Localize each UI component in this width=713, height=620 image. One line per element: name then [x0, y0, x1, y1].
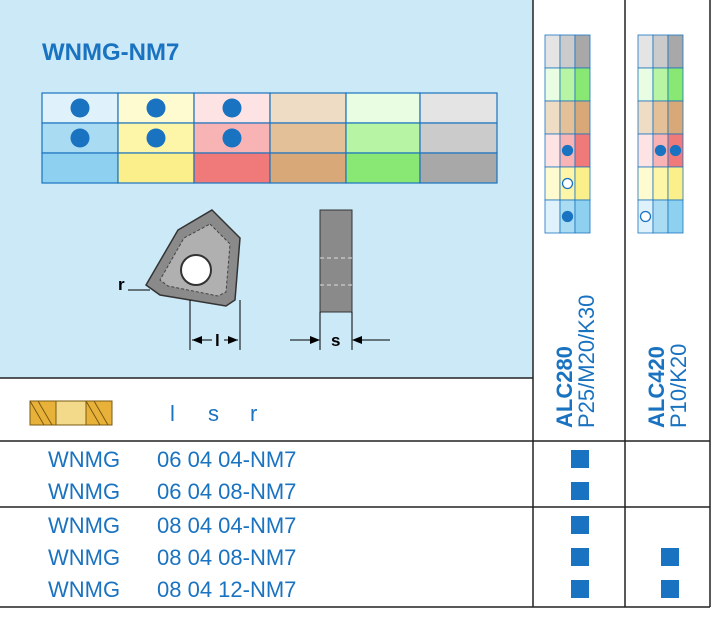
insert-drawing: [128, 209, 390, 350]
grade-application: P10/K20: [666, 344, 691, 428]
grade-cell: [637, 67, 654, 102]
column-label: s: [208, 401, 219, 426]
title: WNMG-NM7: [42, 39, 179, 66]
thickness-label: s: [331, 331, 340, 350]
grade-dot: [561, 177, 574, 190]
grade-cell: [559, 100, 576, 135]
radius-label: r: [118, 275, 125, 294]
grade-cell: [559, 34, 576, 69]
availability-mark: [571, 450, 589, 468]
grade-cell: [667, 100, 684, 135]
grade-cell: [574, 133, 591, 168]
grade-dot: [654, 144, 667, 157]
grade-cell: [544, 166, 561, 201]
dot: [70, 98, 90, 118]
grade-cell: [544, 199, 561, 234]
row-type: WNMG: [48, 577, 120, 602]
grid-cell: [269, 152, 347, 184]
dot: [222, 98, 242, 118]
grid-cell: [117, 152, 195, 184]
dot: [146, 128, 166, 148]
availability-mark: [571, 516, 589, 534]
availability-mark: [571, 548, 589, 566]
row-size: 08 04 12-NM7: [157, 577, 296, 602]
grade-cell: [574, 199, 591, 234]
grade-dot: [639, 210, 652, 223]
header-panel: [0, 0, 533, 378]
grid-cell: [345, 122, 421, 154]
grid-cell: [345, 92, 421, 124]
availability-mark: [571, 580, 589, 598]
availability-mark: [571, 482, 589, 500]
dot: [222, 128, 242, 148]
row-size: 08 04 08-NM7: [157, 545, 296, 570]
table-lines: [0, 0, 711, 608]
row-type: WNMG: [48, 447, 120, 472]
grade-cell: [637, 100, 654, 135]
grid-cell: [269, 122, 347, 154]
grade-dot: [561, 144, 574, 157]
grade-cell: [559, 67, 576, 102]
row-size: 06 04 08-NM7: [157, 479, 296, 504]
grade-cell: [544, 34, 561, 69]
grade-cell: [544, 67, 561, 102]
row-type: WNMG: [48, 513, 120, 538]
column-label: l: [170, 401, 175, 426]
grid-cell: [345, 152, 421, 184]
grid-cell: [419, 92, 498, 124]
grid-cell: [419, 122, 498, 154]
row-size: 08 04 04-NM7: [157, 513, 296, 538]
grade-cell: [652, 199, 669, 234]
availability-mark: [661, 548, 679, 566]
grid-cell: [193, 152, 271, 184]
dot: [70, 128, 90, 148]
grade-cell: [574, 67, 591, 102]
grade-cell: [652, 67, 669, 102]
grade-dot: [669, 144, 682, 157]
grade-name: ALC280: [552, 346, 577, 428]
grade-dot: [561, 210, 574, 223]
dot: [146, 98, 166, 118]
grade-application: P25/M20/K30: [574, 295, 599, 428]
grade-cell: [667, 166, 684, 201]
grade-cell: [652, 34, 669, 69]
grade-cell: [667, 34, 684, 69]
grade-name: ALC420: [644, 346, 669, 428]
availability-mark: [661, 580, 679, 598]
grade-cell: [574, 100, 591, 135]
application-grid: [41, 92, 498, 184]
grade-cell: [667, 199, 684, 234]
grid-cell: [269, 92, 347, 124]
grade-cell: [637, 133, 654, 168]
grade-cell: [574, 166, 591, 201]
grade-cell: [637, 166, 654, 201]
column-label: r: [250, 401, 257, 426]
rows: WNMG 06 04 04-NM7 WNMG 06 04 08-NM7 WNMG 08 0…: [48, 447, 679, 602]
grid-cell: [419, 152, 498, 184]
grade-cell: [637, 34, 654, 69]
grade-cell: [652, 100, 669, 135]
grid-cell: [41, 152, 119, 184]
grade-cell: [574, 34, 591, 69]
row-type: WNMG: [48, 545, 120, 570]
insert-icon: [29, 400, 113, 426]
row-type: WNMG: [48, 479, 120, 504]
grade-cell: [652, 166, 669, 201]
grade-cell: [667, 67, 684, 102]
length-label: l: [215, 331, 220, 350]
grade-cell: [544, 100, 561, 135]
row-size: 06 04 04-NM7: [157, 447, 296, 472]
grade-cell: [544, 133, 561, 168]
